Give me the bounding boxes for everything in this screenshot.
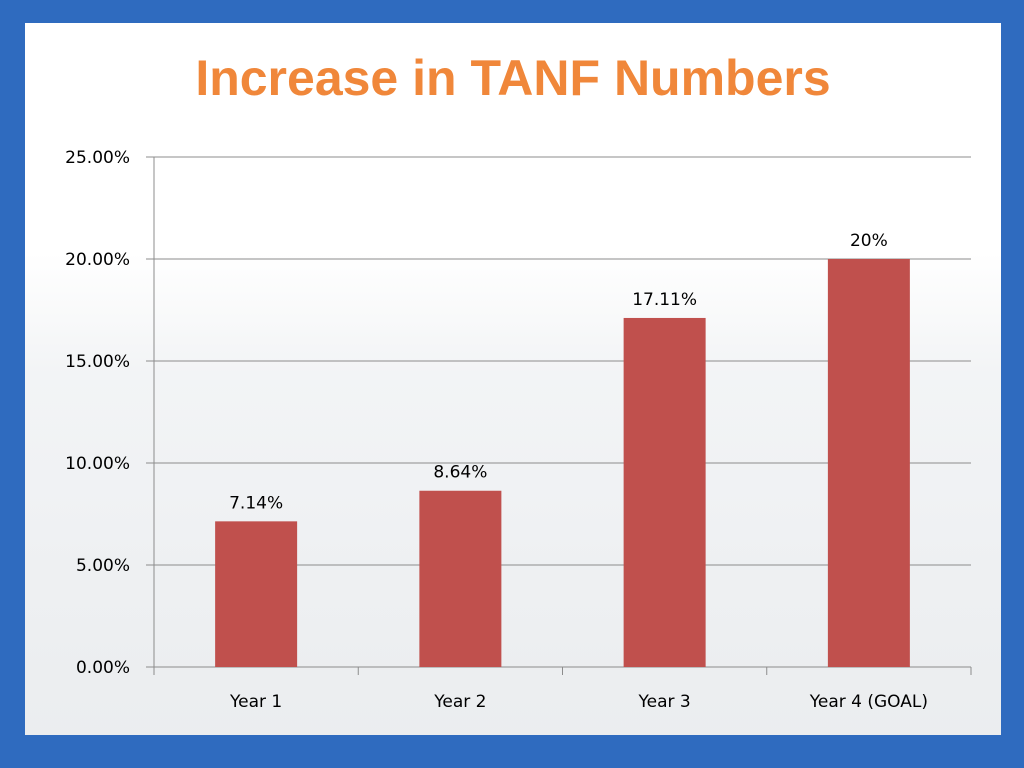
data-label: 8.64% xyxy=(433,463,487,483)
x-tick-label: Year 4 (GOAL) xyxy=(809,692,928,712)
bar xyxy=(827,259,910,667)
bars xyxy=(215,259,910,667)
bar xyxy=(419,490,502,667)
y-tick-label: 20.00% xyxy=(65,250,130,270)
data-label: 17.11% xyxy=(632,290,697,310)
data-label: 7.14% xyxy=(229,493,283,513)
slide-title: Increase in TANF Numbers xyxy=(195,50,831,106)
y-tick-label: 10.00% xyxy=(65,454,130,474)
x-tick-label: Year 1 xyxy=(229,692,282,712)
data-labels: 7.14% 8.64% 17.11% 20% xyxy=(229,231,888,513)
x-tick-label: Year 3 xyxy=(638,692,691,712)
y-tick-label: 5.00% xyxy=(76,556,130,576)
bar xyxy=(215,521,298,667)
bar xyxy=(623,317,706,667)
x-tick-label: Year 2 xyxy=(433,692,486,712)
y-tick-label: 25.00% xyxy=(65,148,130,168)
x-tick-labels: Year 1 Year 2 Year 3 Year 4 (GOAL) xyxy=(229,692,928,712)
data-label: 20% xyxy=(850,231,888,251)
y-tick-labels: 0.00% 5.00% 10.00% 15.00% 20.00% 25.00% xyxy=(65,148,130,678)
y-tick-label: 15.00% xyxy=(65,352,130,372)
y-tick-label: 0.00% xyxy=(76,658,130,678)
